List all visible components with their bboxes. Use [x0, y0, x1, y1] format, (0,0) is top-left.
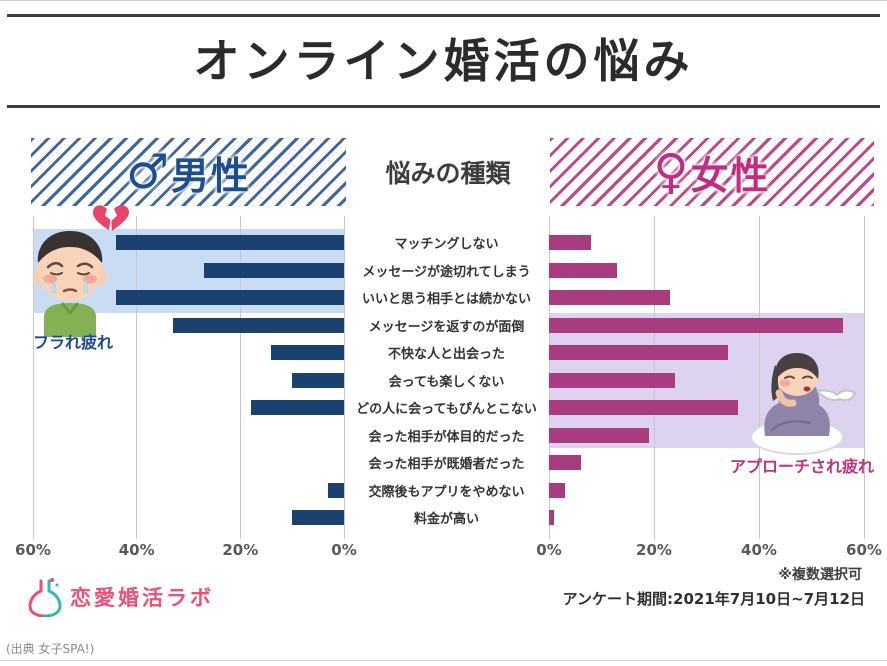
female-bar [549, 455, 581, 470]
female-header-banner: ♀ 女性 [550, 138, 874, 206]
category-column-title: 悩みの種類 [385, 159, 511, 188]
male-bar [250, 400, 344, 415]
female-axis-tick-label: 40% [741, 541, 777, 559]
female-bar [549, 510, 555, 525]
male-highlight-caption: フラれ疲れ [33, 333, 114, 352]
male-bar [172, 317, 344, 333]
category-label: 会った相手が既婚者だった [368, 457, 525, 472]
category-label: いいと思う相手とは続かない [361, 292, 531, 307]
gridline [32, 216, 34, 539]
category-label: 会った相手が体目的だった [368, 429, 525, 445]
gridline [758, 216, 760, 539]
lab-logo-text: 恋愛婚活ラボ [70, 586, 214, 610]
female-bar [549, 427, 649, 443]
gridline [863, 216, 865, 539]
female-bar [549, 235, 591, 250]
male-bar [328, 482, 344, 498]
category-label-column: マッチングしないメッセージが途切れてしまう いいと思う相手とは続かない メッセージを… [344, 216, 549, 531]
multi-select-note: ※複数選択可 [778, 567, 862, 583]
male-bar [115, 290, 344, 305]
category-label: 会っても楽しくない [388, 374, 505, 390]
male-bar [292, 510, 344, 525]
mars-icon: ♂ [125, 144, 169, 200]
female-bar [549, 400, 738, 415]
tired-woman-illustration [750, 353, 857, 455]
female-bar [549, 372, 675, 388]
crying-man-illustration [33, 231, 107, 337]
female-axis-tick-label: 60% [846, 541, 882, 559]
female-bar [549, 317, 843, 333]
gridline [239, 216, 241, 539]
category-label: マッチングしない [394, 237, 499, 252]
female-bar [549, 290, 670, 305]
male-header-label: 男性 [171, 153, 252, 198]
gridline [343, 216, 345, 539]
category-label: メッセージが途切れてしまう [362, 264, 531, 280]
category-label: 料金が高い [413, 512, 479, 527]
male-header-banner: ♂ 男性 [31, 138, 346, 206]
female-bar [549, 345, 728, 360]
category-label: どの人に会ってもぴんとこない [356, 402, 537, 417]
page-title: オンライン婚活の悩み [193, 34, 694, 88]
male-axis-tick-label: 60% [15, 541, 51, 559]
female-axis-tick-label: 20% [636, 541, 672, 559]
female-bar [549, 262, 618, 278]
female-highlight-caption: アプローチされ疲れ [730, 457, 875, 476]
title-rule-top [7, 14, 880, 17]
venus-icon: ♀ [653, 144, 689, 200]
male-bar [204, 262, 344, 278]
category-label: 交際後もアプリをやめない [368, 484, 525, 500]
female-bar [549, 482, 565, 498]
broken-heart-icon [93, 205, 129, 232]
source-credit: (出典 女子SPA!) [6, 642, 95, 656]
gridline [136, 216, 138, 539]
male-axis-tick-label: 40% [118, 541, 155, 559]
male-bar [292, 372, 344, 388]
male-axis-tick-label: 0% [331, 541, 357, 559]
male-bar [115, 235, 344, 250]
male-bar-plot [32, 216, 345, 539]
page-bottom-rule [0, 660, 887, 661]
title-rule-bottom [7, 105, 880, 108]
male-axis-tick-label: 20% [222, 541, 259, 559]
category-label: 不快な人と出会った [387, 347, 505, 362]
male-bar [271, 345, 344, 360]
flask-icon [28, 578, 62, 617]
female-axis-tick-label: 0% [536, 541, 562, 559]
lab-logo: 恋愛婚活ラボ [28, 577, 214, 617]
category-label: メッセージを返すのが面倒 [368, 319, 525, 335]
survey-period-note: アンケート期間:2021年7月10日~7月12日 [562, 590, 865, 608]
female-header-label: 女性 [690, 153, 771, 198]
